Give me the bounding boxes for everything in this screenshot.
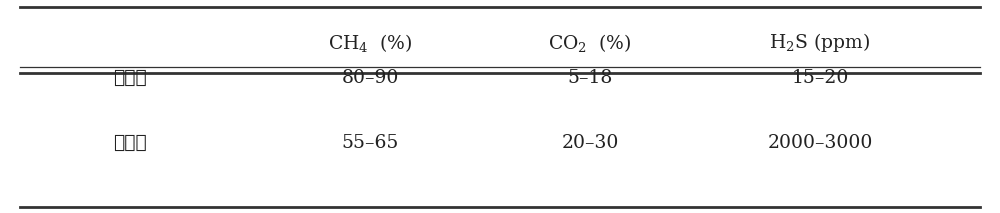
Text: 80–90: 80–90: [341, 69, 399, 87]
Text: 20–30: 20–30: [561, 134, 619, 152]
Text: 55–65: 55–65: [341, 134, 399, 152]
Text: 15–20: 15–20: [791, 69, 849, 87]
Text: $\mathregular{CO_2}$  (%): $\mathregular{CO_2}$ (%): [548, 32, 632, 54]
Text: $\mathregular{CH_4}$  (%): $\mathregular{CH_4}$ (%): [328, 32, 412, 54]
Text: 2000–3000: 2000–3000: [767, 134, 873, 152]
Text: $\mathregular{H_2S}$ (ppm): $\mathregular{H_2S}$ (ppm): [769, 31, 871, 54]
Text: 5–18: 5–18: [567, 69, 613, 87]
Text: 实验组: 实验组: [113, 68, 147, 87]
Text: 对照组: 对照组: [113, 133, 147, 152]
